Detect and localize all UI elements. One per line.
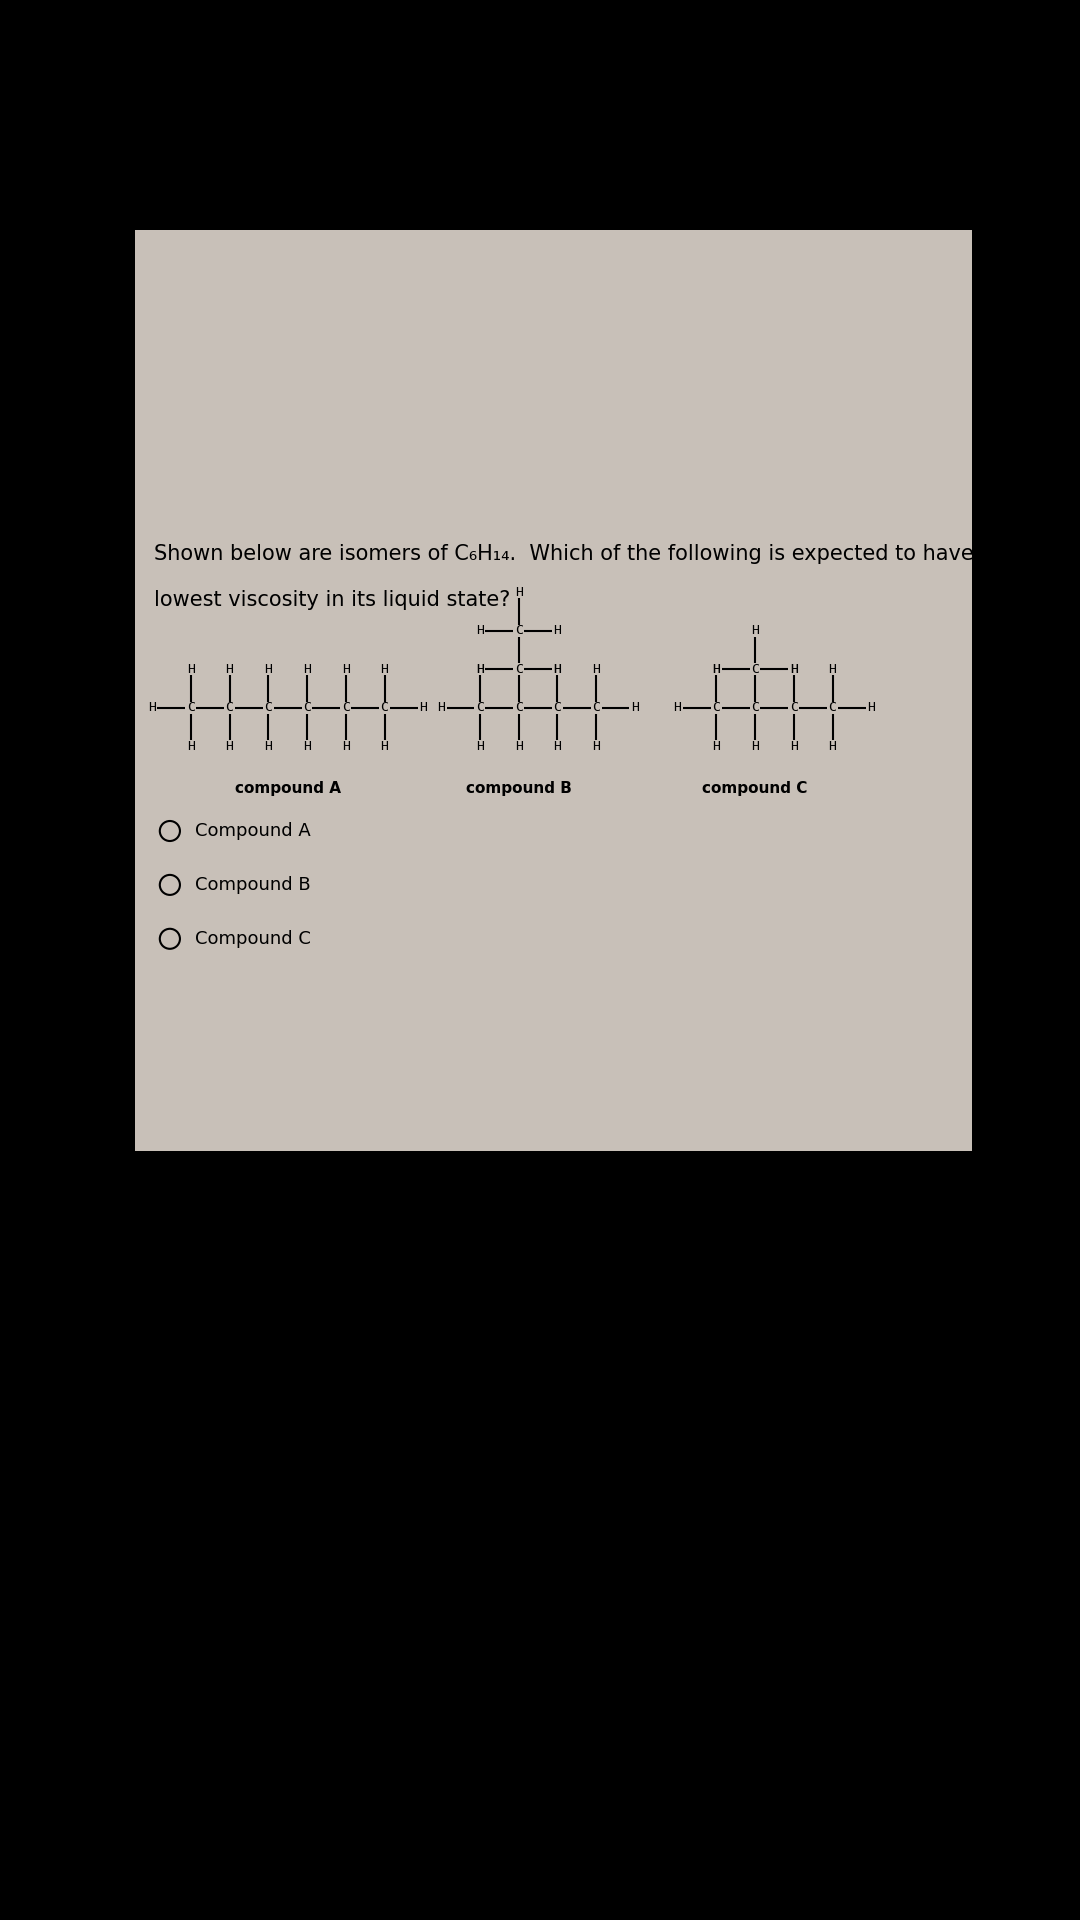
Text: H: H [437,701,445,714]
Text: C: C [341,701,350,714]
Text: H: H [226,739,233,753]
Text: Compound C: Compound C [194,929,311,948]
Text: H: H [380,739,389,753]
Text: H: H [553,662,562,676]
Text: H: H [419,701,428,714]
Text: H: H [751,624,759,637]
Text: H: H [789,662,798,676]
Text: H: H [265,662,272,676]
Text: compound B: compound B [465,781,571,797]
Text: C: C [515,624,523,637]
Text: H: H [303,739,311,753]
Text: H: H [476,662,484,676]
Text: H: H [476,739,484,753]
Text: C: C [515,701,523,714]
Text: H: H [828,662,837,676]
Text: C: C [553,701,562,714]
Text: H: H [265,739,272,753]
Text: H: H [631,701,639,714]
Text: H: H [187,739,194,753]
Text: compound C: compound C [702,781,808,797]
Text: H: H [828,739,837,753]
Text: H: H [515,739,523,753]
Text: lowest viscosity in its liquid state?: lowest viscosity in its liquid state? [154,589,511,611]
Text: C: C [828,701,837,714]
Text: C: C [303,701,311,714]
Text: Compound B: Compound B [194,876,310,895]
Text: H: H [553,739,562,753]
Text: H: H [476,662,484,676]
Text: C: C [515,662,523,676]
Text: H: H [515,586,523,599]
Text: H: H [592,662,600,676]
Text: C: C [712,701,720,714]
Text: H: H [553,662,562,676]
Text: H: H [341,739,350,753]
Text: H: H [712,662,720,676]
Text: H: H [789,739,798,753]
Text: C: C [789,701,798,714]
Text: C: C [476,701,484,714]
Text: H: H [674,701,681,714]
Text: C: C [592,701,600,714]
Text: H: H [187,662,194,676]
Text: C: C [380,701,389,714]
Text: H: H [380,662,389,676]
Text: H: H [226,662,233,676]
Text: H: H [476,624,484,637]
Text: C: C [226,701,233,714]
Bar [135,230,972,1150]
Text: H: H [867,701,875,714]
Text: Shown below are isomers of C₆H₁₄.  Which of the following is expected to have th: Shown below are isomers of C₆H₁₄. Which … [154,543,1015,564]
Text: Compound A: Compound A [194,822,310,841]
Text: H: H [148,701,156,714]
Text: C: C [265,701,272,714]
Text: compound A: compound A [234,781,340,797]
Text: H: H [712,739,720,753]
Text: H: H [341,662,350,676]
Text: H: H [303,662,311,676]
Text: C: C [751,662,759,676]
Text: H: H [553,624,562,637]
Text: C: C [187,701,194,714]
Text: H: H [789,662,798,676]
Text: C: C [751,701,759,714]
Text: H: H [751,739,759,753]
Text: H: H [592,739,600,753]
Text: H: H [712,662,720,676]
